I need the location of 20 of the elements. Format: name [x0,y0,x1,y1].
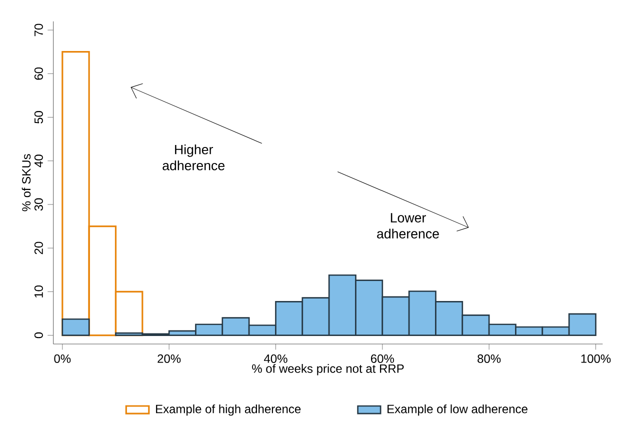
x-axis-title: % of weeks price not at RRP [252,364,404,376]
y-tick-label: 40 [34,154,43,168]
legend-label: Example of low adherence [388,404,528,416]
annotation: Lower adherence [377,213,439,238]
x-tick-label: 60% [371,354,394,363]
y-axis-title: % of SKUs [22,154,31,212]
annotation: Higher adherence [162,144,224,170]
x-tick-label: 0% [54,354,71,363]
y-tick-label: 70 [34,24,43,36]
x-tick-label: 20% [158,354,181,363]
y-tick-label: 10 [34,285,43,298]
y-tick-label: 30 [34,198,43,211]
y-tick-label: 50 [34,111,43,124]
legend-label: Example of high adherence [156,404,301,416]
y-tick-label: 20 [34,242,43,254]
y-tick-label: 0 [34,332,43,338]
y-tick-label: 60 [34,67,43,80]
x-tick-label: 40% [264,354,288,363]
x-tick-label: 100% [581,354,611,363]
x-tick-label: 80% [478,354,501,363]
